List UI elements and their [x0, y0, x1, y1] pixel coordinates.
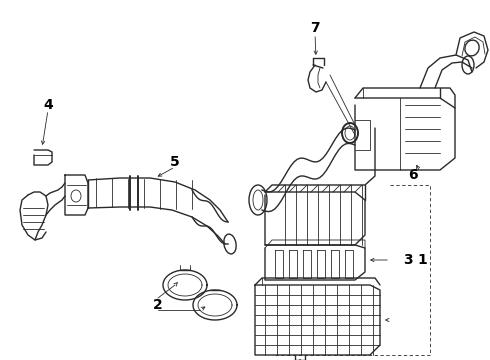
Text: 3: 3 — [403, 253, 413, 267]
Text: 6: 6 — [408, 168, 418, 182]
Text: 7: 7 — [310, 21, 320, 35]
Text: 2: 2 — [153, 298, 163, 312]
Text: 4: 4 — [43, 98, 53, 112]
Text: 5: 5 — [170, 155, 180, 169]
Text: 1: 1 — [417, 253, 427, 267]
